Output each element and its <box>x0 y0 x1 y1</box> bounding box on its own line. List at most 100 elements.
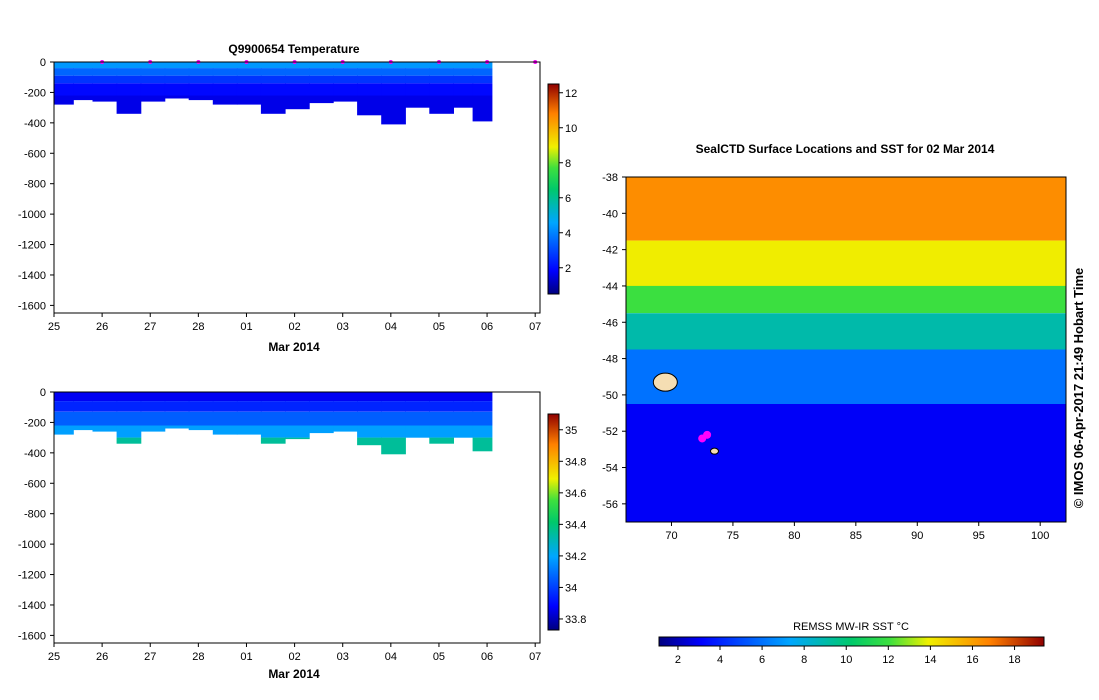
x-tick-label: 28 <box>192 651 204 663</box>
island-kerguelen <box>652 372 678 392</box>
sst-colorbar-tick-label: 16 <box>966 654 978 666</box>
colorbar-tick-label: 33.8 <box>565 614 586 626</box>
profile-cell <box>309 95 334 104</box>
temperature-chart-title: Q9900654 Temperature <box>228 42 360 56</box>
colorbar-tick-label: 34 <box>565 582 577 594</box>
sst-colorbar <box>658 636 1045 647</box>
profile-cell <box>381 62 406 69</box>
profile-cell <box>212 83 238 96</box>
profile-cell <box>188 411 214 426</box>
profile-cell <box>333 425 358 432</box>
colorbar-tick-label: 6 <box>565 193 571 205</box>
profile-cell <box>92 83 118 96</box>
profile-cell <box>116 425 142 438</box>
profile-cell <box>381 425 406 438</box>
lon-tick-label: 85 <box>850 530 862 542</box>
profile-cell <box>212 401 238 412</box>
profile-cell <box>357 83 382 96</box>
profile-cell <box>164 425 190 429</box>
profile-cell <box>92 62 118 69</box>
temperature-profile-data <box>54 60 538 125</box>
profile-cell <box>73 411 93 426</box>
lon-tick-label: 75 <box>727 530 739 542</box>
profile-cell <box>472 437 493 452</box>
profile-cell <box>260 392 286 402</box>
lat-tick-label: -48 <box>602 354 618 366</box>
y-tick-label: -200 <box>24 87 46 99</box>
profile-cell <box>381 401 406 412</box>
colorbar-tick-label: 8 <box>565 158 571 170</box>
profile-cell <box>260 75 286 84</box>
profile-cell <box>260 95 286 114</box>
profile-cell <box>429 401 454 412</box>
profile-cell <box>333 75 358 84</box>
profile-cell <box>54 425 74 435</box>
x-tick-label: 26 <box>96 651 108 663</box>
profile-cell <box>405 75 430 84</box>
profile-cell <box>357 62 382 69</box>
profile-cell <box>116 83 142 96</box>
profile-cell <box>73 401 93 412</box>
profile-cell <box>54 68 74 76</box>
sst-band <box>626 240 1066 286</box>
sst-map-panel: SealCTD Surface Locations and SST for 02… <box>602 142 1086 666</box>
profile-cell <box>116 401 142 412</box>
profile-cell <box>381 392 406 402</box>
temperature-plot-frame <box>53 61 541 314</box>
sst-band <box>626 285 1066 314</box>
profile-cell <box>260 83 286 96</box>
colorbar-tick-label: 4 <box>565 228 571 240</box>
profile-cell <box>429 425 454 438</box>
profile-cell <box>285 62 310 69</box>
x-tick-label: 28 <box>192 321 204 333</box>
colorbar-tick-label: 35 <box>565 425 577 437</box>
x-tick-label: 01 <box>240 321 252 333</box>
x-tick-label: 25 <box>48 651 60 663</box>
lat-tick-label: -46 <box>602 317 618 329</box>
profile-cell <box>140 401 166 412</box>
profile-cell <box>92 392 118 402</box>
profile-cell <box>309 68 334 76</box>
lat-tick-label: -50 <box>602 390 618 402</box>
profile-cell <box>472 75 493 84</box>
sst-colorbar-label: REMSS MW-IR SST °C <box>793 621 909 633</box>
profile-cell <box>140 411 166 426</box>
profile-cell <box>333 68 358 76</box>
profile-cell <box>472 68 493 76</box>
profile-cell <box>309 62 334 69</box>
profile-cell <box>429 83 454 96</box>
profile-cell <box>453 75 474 84</box>
profile-cell <box>54 62 74 69</box>
profile-cell <box>212 425 238 435</box>
profile-cell <box>73 392 93 402</box>
profile-cell <box>92 425 118 432</box>
profile-cell <box>333 62 358 69</box>
profile-cell <box>405 392 430 402</box>
profile-cell <box>116 411 142 426</box>
seal-location-marker <box>703 430 712 439</box>
profile-cell <box>236 83 262 96</box>
profile-cell <box>381 75 406 84</box>
profile-cell <box>472 411 493 426</box>
profile-cell <box>164 62 190 69</box>
profile-cell <box>453 392 474 402</box>
profile-cell <box>140 75 166 84</box>
profile-cell <box>260 62 286 69</box>
profile-cell <box>309 392 334 402</box>
sst-band <box>626 177 1066 241</box>
profile-cell <box>472 62 493 69</box>
profile-cell <box>236 392 262 402</box>
profile-cell <box>357 392 382 402</box>
sst-field <box>626 177 1066 522</box>
profile-cell <box>54 401 74 412</box>
salinity-profile-data <box>54 392 493 455</box>
x-tick-label: 06 <box>481 651 493 663</box>
lat-tick-label: -44 <box>602 281 618 293</box>
profile-cell <box>188 425 214 431</box>
profile-cell <box>472 425 493 438</box>
profile-cell <box>92 95 118 102</box>
colorbar-tick-label: 34.8 <box>565 456 586 468</box>
profile-cell <box>188 392 214 402</box>
